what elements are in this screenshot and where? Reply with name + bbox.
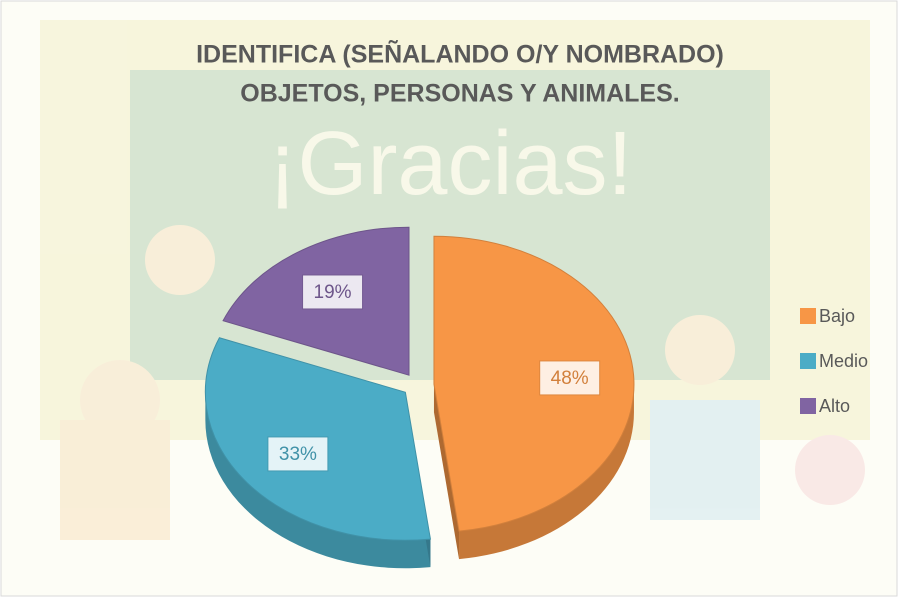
figure <box>665 315 735 385</box>
data-label: 33% <box>279 444 317 465</box>
data-label: 19% <box>314 282 352 303</box>
pie-slice-side <box>433 384 460 560</box>
board-text: ¡Gracias! <box>267 114 632 214</box>
legend-label: Bajo <box>819 306 855 326</box>
legend-label: Alto <box>819 396 850 416</box>
data-label-box <box>539 360 601 396</box>
figure <box>145 225 215 295</box>
figure <box>795 435 865 505</box>
pie-slice-side <box>205 392 431 569</box>
pie-slice <box>433 235 635 532</box>
data-label-box <box>302 274 364 310</box>
legend-label: Medio <box>819 351 868 371</box>
data-label: 48% <box>551 368 589 389</box>
figure <box>60 420 170 540</box>
legend-swatch <box>800 353 816 369</box>
chart-title: IDENTIFICA (SEÑALANDO O/Y NOMBRADO) <box>196 39 724 69</box>
pie-slice-side <box>459 384 634 560</box>
legend-swatch <box>800 398 816 414</box>
chart-title: OBJETOS, PERSONAS Y ANIMALES. <box>240 80 679 108</box>
legend-swatch <box>800 308 816 324</box>
data-label-box <box>267 436 329 472</box>
figure <box>650 400 760 520</box>
